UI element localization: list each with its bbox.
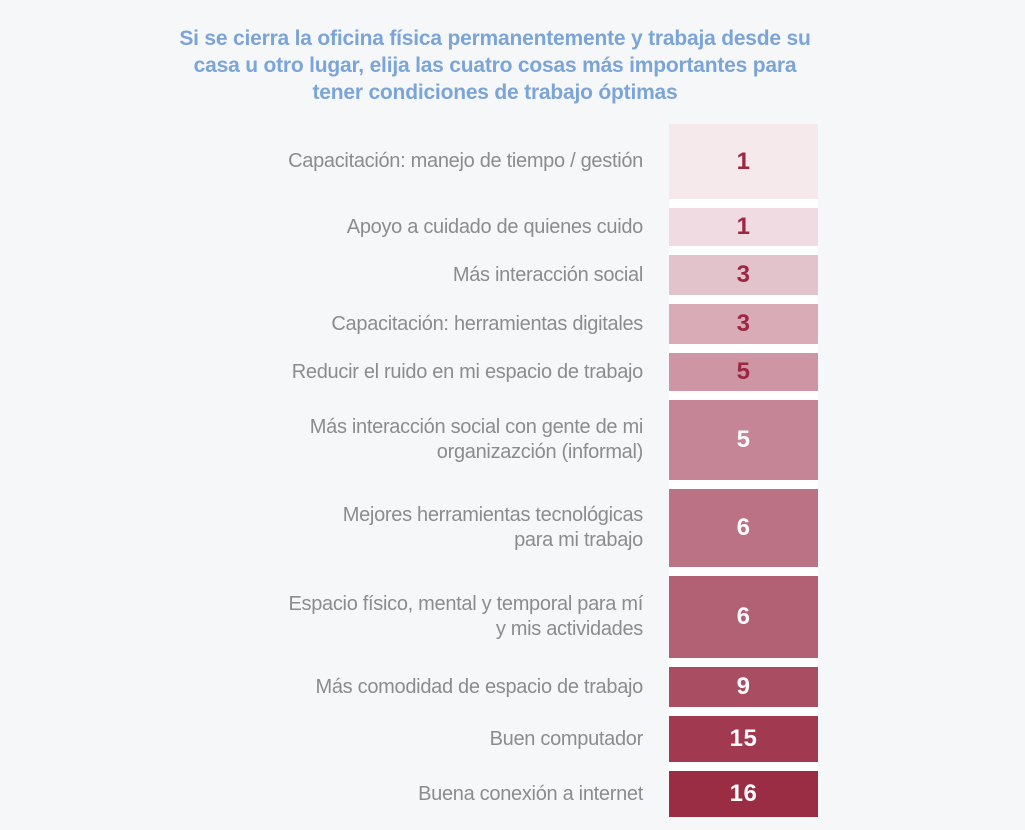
category-label: Buena conexión a internet: [0, 782, 643, 807]
chart-row: Más interacción social 3: [0, 255, 1025, 295]
category-label: Más interacción social: [0, 263, 643, 288]
value-bar: 5: [669, 400, 818, 480]
bar-value-label: 3: [736, 310, 751, 337]
category-label: Capacitación: herramientas digitales: [0, 312, 643, 337]
category-label-line: Capacitación: manejo de tiempo / gestión: [288, 150, 643, 172]
chart-row: Buen computador 15: [0, 716, 1025, 762]
value-bar: 3: [669, 255, 818, 295]
chart-row: Espacio físico, mental y temporal para m…: [0, 576, 1025, 658]
value-bar: 6: [669, 576, 818, 658]
value-bar: 5: [669, 353, 818, 391]
chart-row: Mejores herramientas tecnológicas para mi…: [0, 489, 1025, 567]
category-label: Más interacción social con gente de mi or…: [0, 415, 644, 465]
category-label-line: para mi trabajo: [514, 529, 643, 551]
bar-value-label: 5: [736, 426, 751, 453]
value-bar: 15: [669, 716, 818, 762]
chart-title: Si se cierra la oficina física permanent…: [0, 0, 990, 106]
category-label-line: Buena conexión a internet: [418, 782, 643, 805]
chart-title-line: Si se cierra la oficina física permanent…: [179, 27, 811, 50]
chart-row: Más comodidad de espacio de trabajo 9: [0, 667, 1025, 707]
bar-value-label: 15: [729, 725, 758, 752]
category-label-line: Mejores herramientas tecnológicas: [342, 504, 644, 526]
value-bar: 16: [669, 771, 818, 817]
value-bar: 3: [669, 304, 818, 344]
value-bar: 1: [669, 208, 818, 246]
bar-value-label: 16: [729, 780, 758, 807]
chart-row: Capacitación: herramientas digitales 3: [0, 304, 1025, 344]
category-label: Reducir el ruido en mi espacio de trabaj…: [0, 360, 644, 385]
bar-value-label: 3: [736, 261, 751, 288]
chart-row: Buena conexión a internet 16: [0, 771, 1025, 817]
category-label: Buen computador: [0, 727, 644, 752]
chart-title-line: tener condiciones de trabajo óptimas: [312, 81, 678, 104]
category-label-line: organizazción (informal): [436, 441, 644, 463]
bar-value-label: 6: [736, 514, 751, 541]
category-label-line: Reducir el ruido en mi espacio de trabaj…: [291, 360, 644, 383]
category-label-line: Apoyo a cuidado de quienes cuido: [346, 215, 644, 238]
category-label: Capacitación: manejo de tiempo / gestión: [0, 149, 643, 174]
category-label: Más comodidad de espacio de trabajo: [0, 675, 644, 700]
chart-row: Más interacción social con gente de mi or…: [0, 400, 1025, 480]
bar-value-label: 1: [736, 213, 751, 240]
category-label-line: Más interacción social con gente de mi: [309, 416, 644, 438]
chart-body: Capacitación: manejo de tiempo / gestión…: [0, 124, 1025, 817]
chart-title-line: casa u otro lugar, elija las cuatro cosa…: [193, 54, 797, 77]
category-label-line: Más comodidad de espacio de trabajo: [315, 675, 644, 698]
bar-value-label: 1: [736, 147, 751, 175]
category-label-line: Capacitación: herramientas digitales: [331, 312, 643, 335]
category-label-line: Buen computador: [489, 727, 644, 750]
chart-row: Reducir el ruido en mi espacio de trabaj…: [0, 353, 1025, 391]
chart-row: Apoyo a cuidado de quienes cuido 1: [0, 208, 1025, 246]
category-label-line: Espacio físico, mental y temporal para m…: [288, 593, 643, 615]
category-label: Espacio físico, mental y temporal para m…: [0, 592, 643, 642]
bar-value-label: 5: [736, 358, 751, 385]
chart-rows: Capacitación: manejo de tiempo / gestión…: [0, 124, 1025, 817]
value-bar: 6: [669, 489, 818, 567]
category-label: Apoyo a cuidado de quienes cuido: [0, 215, 644, 240]
category-label-line: Más interacción social: [452, 263, 643, 286]
bar-value-label: 9: [736, 673, 751, 700]
value-bar: 9: [669, 667, 818, 707]
value-bar: 1: [669, 124, 818, 199]
category-label-line: y mis actividades: [495, 618, 643, 640]
chart-row: Capacitación: manejo de tiempo / gestión…: [0, 124, 1025, 199]
category-label: Mejores herramientas tecnológicas para mi…: [0, 503, 644, 553]
bar-value-label: 6: [736, 603, 751, 630]
